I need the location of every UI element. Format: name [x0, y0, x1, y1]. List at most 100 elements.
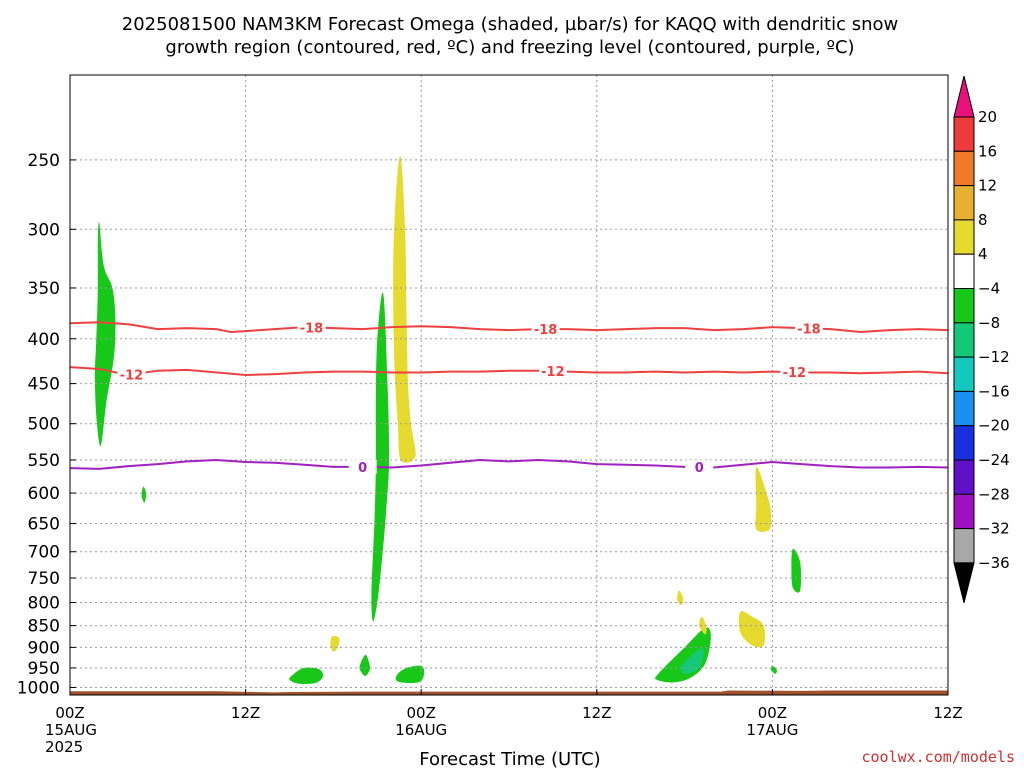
contour-label-2-1: 0: [695, 461, 704, 476]
y-tick-label-700: 700: [28, 543, 60, 563]
omega-region-10: [677, 590, 684, 605]
colorbar-label-8: −16: [978, 382, 1010, 400]
y-tick-label-300: 300: [28, 220, 60, 240]
y-tick-label-850: 850: [28, 617, 60, 637]
grid-lines: [69, 75, 949, 695]
contour-line-2: [69, 458, 949, 470]
colorbar-bin-4: [953, 219, 975, 255]
y-tick-label-450: 450: [28, 375, 60, 395]
omega-region-5: [395, 665, 425, 684]
omega-region-7: [330, 636, 340, 652]
y-tick-label-1000: 1000: [17, 678, 60, 698]
chart-title-line2: growth region (contoured, red, ºC) and f…: [165, 37, 854, 58]
colorbar: 20 16 12 8 4 −4 −8 −12 −16 −20 −24 −28 −32 −36: [953, 75, 1010, 604]
x-tick-label-48-1: 17AUG: [746, 721, 798, 739]
colorbar-bin-13: [953, 528, 975, 564]
colorbar-label-12: −32: [978, 520, 1010, 538]
colorbar-label-9: −20: [978, 417, 1010, 435]
contour-label-0-2: -18: [797, 322, 821, 337]
y-tick-label-800: 800: [28, 594, 60, 614]
y-tick-label-550: 550: [28, 451, 60, 471]
y-tick-label-750: 750: [28, 569, 60, 589]
contour-line-1: [69, 366, 949, 377]
temperature-contours: -18 -18 -18 -12 -12 -12 0 0: [69, 320, 949, 476]
colorbar-label-6: −8: [978, 314, 1000, 332]
omega-region-13: [755, 466, 772, 532]
chart-title-line1: 2025081500 NAM3KM Forecast Omega (shaded…: [122, 14, 898, 35]
contour-label-bg-0-1: [531, 322, 560, 337]
colorbar-bin-9: [953, 390, 975, 427]
colorbar-bin-11: [953, 459, 975, 495]
credit-text: coolwx.com/models: [861, 748, 1015, 766]
colorbar-bin-8: [953, 356, 975, 392]
x-tick-label-0-2: 2025: [45, 738, 83, 756]
contour-label-1-1: -12: [541, 365, 565, 380]
colorbar-label-1: 16: [978, 142, 997, 160]
colorbar-bin-1: [953, 116, 975, 152]
colorbar-label-11: −28: [978, 485, 1010, 503]
omega-region-4: [359, 654, 370, 676]
omega-region-11: [699, 616, 707, 635]
x-tick-label-0-0: 00Z: [55, 704, 84, 722]
contour-label-1-2: -12: [783, 366, 807, 381]
colorbar-bin-7: [953, 322, 975, 358]
y-tick-label-950: 950: [28, 659, 60, 679]
x-tick-label-24-1: 16AUG: [395, 721, 447, 739]
contour-label-0-1: -18: [534, 323, 558, 338]
colorbar-bin-10: [953, 425, 975, 461]
y-tick-label-250: 250: [28, 151, 60, 171]
colorbar-label-10: −24: [978, 451, 1010, 469]
colorbar-label-2: 12: [978, 177, 997, 195]
omega-region-12: [738, 611, 766, 648]
contour-label-bg-2-1: [685, 460, 714, 475]
x-tick-label-60-0: 12Z: [933, 704, 962, 722]
omega-region-6: [289, 667, 324, 684]
contour-label-0-0: -18: [300, 321, 324, 336]
y-tick-label-900: 900: [28, 638, 60, 658]
colorbar-label-5: −4: [978, 280, 1000, 298]
y-axis-ticks: 2503003504004505005506006507007508008509…: [17, 151, 76, 698]
x-tick-label-12-0: 12Z: [231, 704, 260, 722]
colorbar-bin-3: [953, 185, 975, 221]
colorbar-label-7: −12: [978, 348, 1010, 366]
y-tick-label-600: 600: [28, 484, 60, 504]
contour-label-bg-1-2: [780, 365, 809, 380]
contour-label-bg-0-2: [794, 321, 823, 336]
x-axis-label: Forecast Time (UTC): [419, 749, 600, 768]
omega-region-2: [393, 155, 416, 463]
colorbar-bottom-triangle: [953, 562, 975, 604]
omega-region-15: [770, 665, 777, 674]
colorbar-bin-6: [953, 288, 975, 324]
colorbar-bin-12: [953, 493, 975, 530]
contour-label-bg-0-0: [297, 320, 326, 335]
omega-region-0: [94, 222, 116, 447]
omega-region-1: [141, 486, 147, 503]
plot-frame: [69, 74, 949, 696]
contour-label-1-0: -12: [120, 369, 144, 384]
omega-region-3: [371, 292, 390, 622]
contour-label-bg-1-0: [117, 367, 146, 382]
y-tick-label-400: 400: [28, 330, 60, 350]
contour-label-bg-2-0: [348, 459, 377, 474]
colorbar-label-3: 8: [978, 211, 988, 229]
omega-region-14: [791, 548, 802, 593]
x-tick-label-24-0: 00Z: [407, 704, 436, 722]
colorbar-label-4: 4: [978, 245, 988, 263]
colorbar-top-triangle: [953, 75, 975, 118]
terrain-layer: [70, 690, 948, 695]
colorbar-bin-2: [953, 150, 975, 187]
y-tick-label-350: 350: [28, 279, 60, 299]
x-tick-label-48-0: 00Z: [758, 704, 787, 722]
colorbar-label-0: 20: [978, 108, 997, 126]
y-tick-label-650: 650: [28, 515, 60, 535]
colorbar-label-13: −36: [978, 554, 1010, 572]
x-tick-label-36-0: 12Z: [582, 704, 611, 722]
contour-label-bg-1-1: [538, 364, 567, 379]
contour-label-2-0: 0: [358, 461, 367, 476]
omega-shading: [94, 155, 802, 684]
terrain-fill: [70, 690, 948, 695]
x-tick-label-0-1: 15AUG: [45, 721, 97, 739]
y-tick-label-500: 500: [28, 415, 60, 435]
